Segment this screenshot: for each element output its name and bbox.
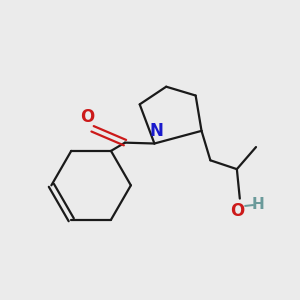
Text: N: N bbox=[150, 122, 164, 140]
Text: H: H bbox=[252, 197, 264, 212]
Text: O: O bbox=[230, 202, 244, 220]
Text: O: O bbox=[80, 108, 94, 126]
